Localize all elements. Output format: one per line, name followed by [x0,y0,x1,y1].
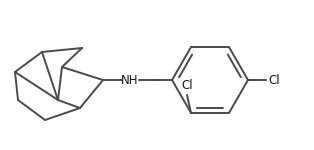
Text: Cl: Cl [268,74,280,87]
Text: NH: NH [121,74,139,87]
Text: Cl: Cl [181,79,193,92]
